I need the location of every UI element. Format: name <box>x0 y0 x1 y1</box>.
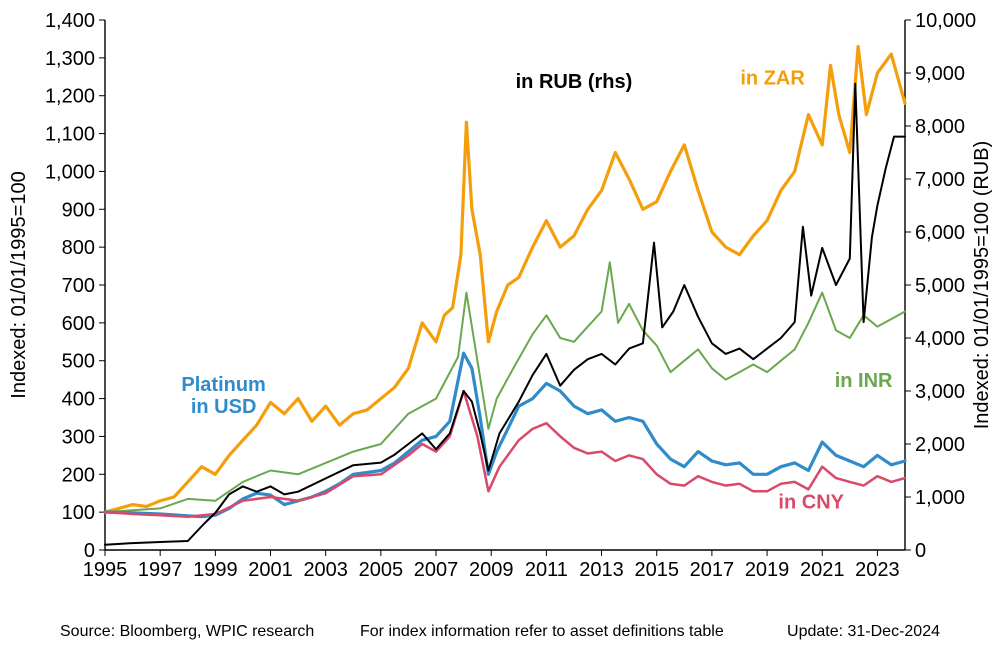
y-right-tick-label: 3,000 <box>915 381 965 403</box>
series-label-cny: in CNY <box>778 491 844 513</box>
y-right-axis-title: Indexed: 01/01/1995=100 (RUB) <box>971 141 993 430</box>
footer-note: For index information refer to asset def… <box>360 623 724 640</box>
x-tick-label: 2015 <box>634 559 679 581</box>
x-tick-label: 2009 <box>469 559 514 581</box>
x-tick-label: 2005 <box>359 559 404 581</box>
y-left-tick-label: 1,000 <box>45 161 95 183</box>
x-tick-label: 1997 <box>138 559 183 581</box>
y-right-tick-label: 1,000 <box>915 487 965 509</box>
y-left-tick-label: 1,100 <box>45 124 95 146</box>
y-left-tick-label: 900 <box>62 199 95 221</box>
y-right-tick-label: 2,000 <box>915 434 965 456</box>
x-tick-label: 2011 <box>525 559 568 581</box>
series-label-zar: in ZAR <box>740 67 805 89</box>
y-left-tick-label: 500 <box>62 351 95 373</box>
x-tick-label: 2021 <box>800 559 845 581</box>
y-right-tick-label: 7,000 <box>915 169 965 191</box>
series-label-usd: Platinumin USD <box>181 374 265 418</box>
x-tick-label: 2019 <box>745 559 790 581</box>
footer-source: Source: Bloomberg, WPIC research <box>60 623 314 640</box>
series-line-rub <box>105 84 905 545</box>
x-tick-label: 2007 <box>414 559 459 581</box>
line-chart: 0 100 200 300 400 500 600 700 800 900 1,000 1,100 1,… <box>0 0 1000 653</box>
x-tick-label: 2001 <box>248 559 293 581</box>
series-label-inr: in INR <box>835 370 893 392</box>
y-left-axis-title: Indexed: 01/01/1995=100 <box>8 171 30 398</box>
y-right-tick-label: 4,000 <box>915 328 965 350</box>
y-right-tick-label: 8,000 <box>915 116 965 138</box>
y-left-tick-label: 1,200 <box>45 86 95 108</box>
y-right-tick-label: 9,000 <box>915 63 965 85</box>
x-tick-label: 2013 <box>579 559 624 581</box>
series-label-rub: in RUB (rhs) <box>516 71 633 93</box>
y-left-tick-label: 700 <box>62 275 95 297</box>
y-left-tick-label: 600 <box>62 313 95 335</box>
y-left-tick-label: 400 <box>62 389 95 411</box>
y-left-tick-label: 100 <box>62 502 95 524</box>
footer-update: Update: 31-Dec-2024 <box>787 623 940 640</box>
x-tick-label: 1995 <box>83 559 128 581</box>
x-tick-label: 2017 <box>690 559 735 581</box>
y-right-tick-label: 6,000 <box>915 222 965 244</box>
y-right-tick-label: 5,000 <box>915 275 965 297</box>
x-tick-label: 1999 <box>193 559 238 581</box>
y-left-tick-label: 800 <box>62 237 95 259</box>
chart-container: 0 100 200 300 400 500 600 700 800 900 1,000 1,100 1,… <box>0 0 1000 653</box>
y-left-tick-label: 1,300 <box>45 48 95 70</box>
x-tick-label: 2003 <box>303 559 348 581</box>
series-line-zar <box>105 47 905 513</box>
y-right-tick-label: 0 <box>915 540 926 562</box>
x-tick-label: 2023 <box>855 559 900 581</box>
y-left-tick-label: 200 <box>62 464 95 486</box>
y-right-tick-label: 10,000 <box>915 10 976 32</box>
y-left-tick-label: 1,400 <box>45 10 95 32</box>
y-left-tick-label: 300 <box>62 426 95 448</box>
